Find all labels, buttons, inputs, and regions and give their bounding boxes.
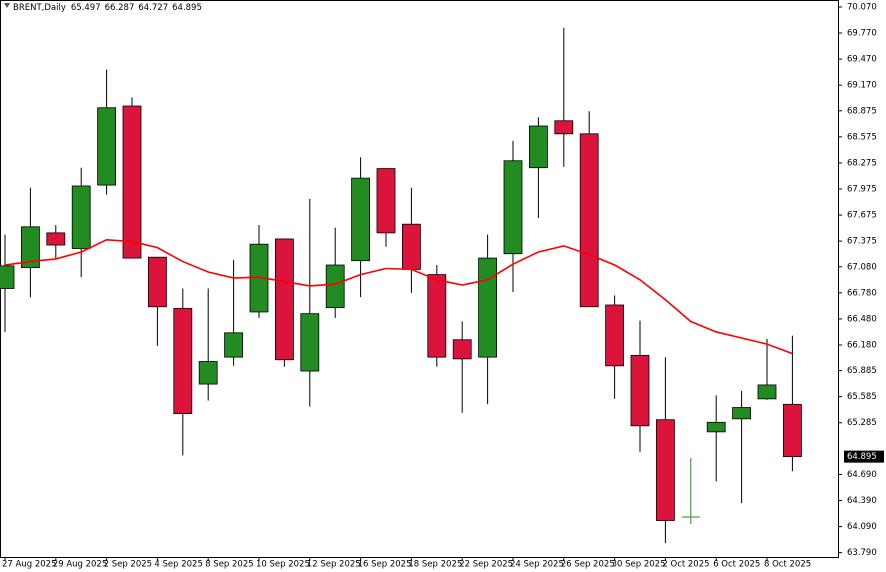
candle-body xyxy=(706,421,726,433)
candle-body xyxy=(452,339,472,360)
x-tick-label: 2 Sep 2025 xyxy=(104,560,152,570)
candle-body xyxy=(732,407,751,420)
x-tick-label: 6 Oct 2025 xyxy=(713,560,760,570)
price-label: 64.895 xyxy=(847,452,877,462)
candle-body xyxy=(0,265,15,289)
candle-body xyxy=(503,160,523,255)
candle-body xyxy=(71,185,91,249)
y-tick-label: 69.470 xyxy=(847,55,877,65)
x-tick-label: 24 Sep 2025 xyxy=(510,560,564,570)
candle-body xyxy=(554,120,574,135)
moving-average xyxy=(4,239,793,355)
candle-body xyxy=(376,168,396,234)
x-tick-label: 30 Sep 2025 xyxy=(612,560,666,570)
y-tick-label: 64.690 xyxy=(847,470,877,480)
y-tick-label: 67.675 xyxy=(847,211,877,221)
header-low: 64.727 xyxy=(138,3,168,13)
x-tick-label: 12 Sep 2025 xyxy=(307,560,361,570)
y-tick-label: 68.575 xyxy=(847,132,877,142)
candle-body xyxy=(427,274,447,358)
x-tick-label: 2 Oct 2025 xyxy=(662,560,709,570)
candle-body xyxy=(529,125,548,169)
candle-body xyxy=(46,232,66,246)
candle-body xyxy=(656,419,675,521)
x-tick-label: 8 Sep 2025 xyxy=(205,560,253,570)
header-high: 66.287 xyxy=(105,3,135,13)
symbol-icon xyxy=(4,3,10,8)
x-tick-label: 29 Aug 2025 xyxy=(53,560,107,570)
candle-body xyxy=(351,177,371,262)
y-tick-label: 66.780 xyxy=(847,288,877,298)
candle-body xyxy=(122,105,142,259)
price-label-box xyxy=(844,450,884,463)
candle-body xyxy=(783,403,802,458)
x-tick-label: 8 Oct 2025 xyxy=(764,560,811,570)
y-tick-label: 63.790 xyxy=(847,548,877,558)
header-open: 65.497 xyxy=(71,3,101,13)
x-tick-label: 16 Sep 2025 xyxy=(358,560,412,570)
header-close: 64.895 xyxy=(172,3,202,13)
y-tick-label: 67.975 xyxy=(847,184,877,194)
y-tick-label: 64.090 xyxy=(847,522,877,532)
y-tick-label: 69.770 xyxy=(847,29,877,39)
candle-body xyxy=(198,361,218,385)
candle-body xyxy=(97,107,116,186)
candle-body xyxy=(20,226,40,269)
candle-body xyxy=(274,238,294,361)
x-tick-label: 10 Sep 2025 xyxy=(256,560,310,570)
chart-header: BRENT,Daily 65.497 66.287 64.727 64.895 xyxy=(13,3,202,13)
y-tick-label: 70.070 xyxy=(847,2,877,12)
y-tick-label: 68.875 xyxy=(847,106,877,116)
candle-body xyxy=(300,313,320,372)
x-tick-label: 4 Sep 2025 xyxy=(154,560,202,570)
plot-frame xyxy=(0,0,839,558)
candle-body xyxy=(579,133,599,308)
candle-body xyxy=(325,264,345,309)
y-tick-label: 65.885 xyxy=(847,366,877,376)
x-tick-label: 27 Aug 2025 xyxy=(2,560,56,570)
y-tick-label: 65.585 xyxy=(847,392,877,402)
y-tick-label: 69.170 xyxy=(847,81,877,91)
candle-body xyxy=(478,257,498,358)
x-tick-label: 18 Sep 2025 xyxy=(408,560,462,570)
y-tick-label: 64.390 xyxy=(847,496,877,506)
candle-body xyxy=(401,223,421,270)
y-tick-label: 66.180 xyxy=(847,340,877,350)
y-tick-label: 66.480 xyxy=(847,314,877,324)
candle-body xyxy=(173,308,193,415)
candle-body xyxy=(224,332,244,358)
candle-body xyxy=(630,355,650,427)
y-tick-label: 67.080 xyxy=(847,262,877,272)
y-tick-label: 65.285 xyxy=(847,418,877,428)
candle-body xyxy=(605,304,624,367)
candle-body xyxy=(757,384,777,400)
y-tick-label: 67.375 xyxy=(847,237,877,247)
x-tick-label: 22 Sep 2025 xyxy=(459,560,513,570)
chart-title: BRENT,Daily xyxy=(13,3,66,13)
y-tick-label: 68.275 xyxy=(847,158,877,168)
x-tick-label: 26 Sep 2025 xyxy=(561,560,615,570)
candle-body xyxy=(147,256,167,308)
